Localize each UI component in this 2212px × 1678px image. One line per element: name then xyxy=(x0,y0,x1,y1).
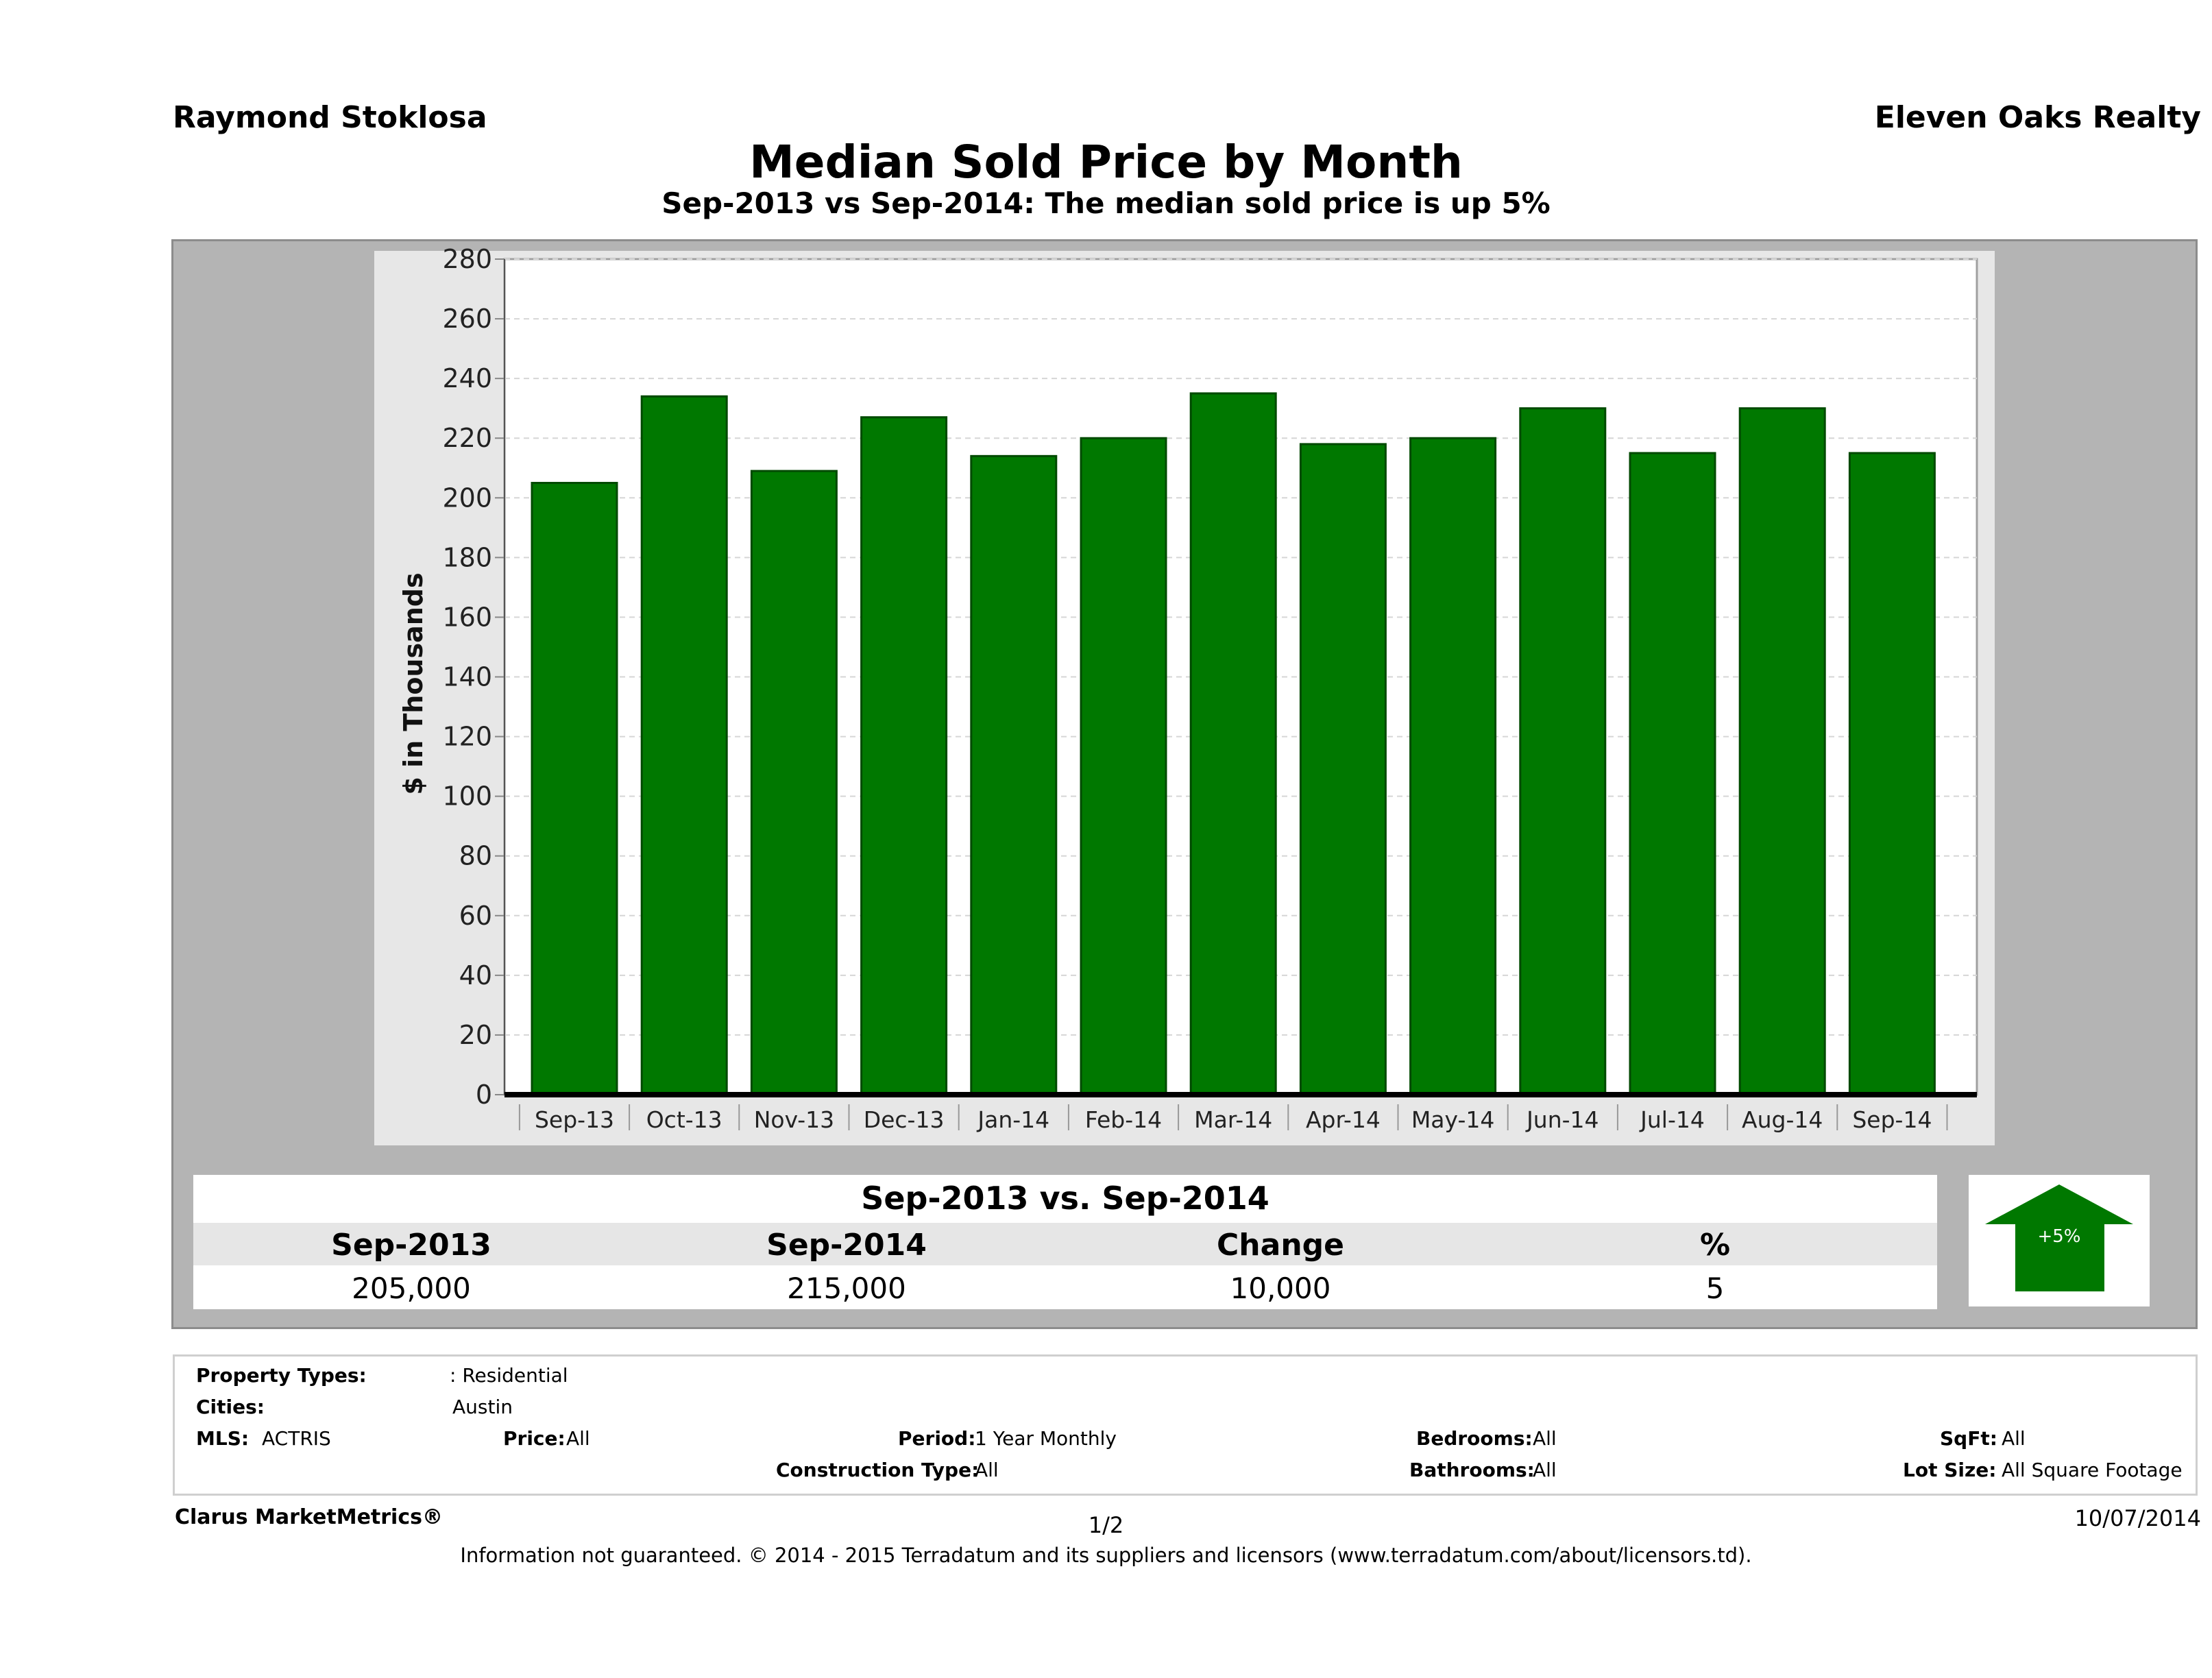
bar xyxy=(640,395,728,1096)
bar xyxy=(531,482,618,1096)
page-number: 1/2 xyxy=(1088,1512,1124,1538)
construction-type-label: Construction Type: xyxy=(776,1459,980,1481)
x-tick-label: Aug-14 xyxy=(1742,1106,1823,1133)
disclaimer: Information not guaranteed. © 2014 - 201… xyxy=(460,1544,1752,1567)
bar xyxy=(1519,407,1607,1096)
y-tick-label: 280 xyxy=(442,244,492,274)
period-value: 1 Year Monthly xyxy=(975,1427,1117,1450)
bar xyxy=(1629,452,1716,1096)
comparison-value-percent: 5 xyxy=(1705,1272,1725,1305)
up-arrow-icon: +5% xyxy=(1985,1184,2133,1291)
y-tick-label: 160 xyxy=(442,602,492,632)
y-tick-label: 240 xyxy=(442,363,492,393)
bar xyxy=(1080,437,1167,1096)
bathrooms-value: All xyxy=(1533,1459,1557,1481)
price-label: Price: xyxy=(503,1427,566,1450)
comparison-value-end: 215,000 xyxy=(787,1272,906,1305)
report-date: 10/07/2014 xyxy=(2074,1505,2201,1531)
y-tick-label: 200 xyxy=(442,483,492,513)
product-name: Clarus MarketMetrics® xyxy=(175,1505,443,1529)
x-tick-label: Nov-13 xyxy=(754,1106,834,1133)
bar xyxy=(1409,437,1497,1096)
report-title: Median Sold Price by Month xyxy=(749,136,1463,189)
y-tick-label: 220 xyxy=(442,423,492,453)
change-badge: +5% xyxy=(2037,1226,2080,1247)
x-tick-label: Jan-14 xyxy=(976,1106,1049,1133)
x-tick-label: Jun-14 xyxy=(1525,1106,1599,1133)
bar xyxy=(1189,392,1277,1096)
comparison-header-start: Sep-2013 xyxy=(331,1228,491,1263)
y-tick-label: 80 xyxy=(459,841,492,871)
comparison-value-change: 10,000 xyxy=(1230,1272,1331,1305)
y-tick-label: 120 xyxy=(442,722,492,752)
property-types-label: Property Types: xyxy=(196,1364,367,1387)
search-criteria xyxy=(173,1354,2198,1496)
bar xyxy=(970,454,1058,1096)
construction-type-value: All xyxy=(975,1459,999,1481)
y-tick-label: 260 xyxy=(442,304,492,334)
y-tick-label: 20 xyxy=(459,1020,492,1050)
y-tick-label: 40 xyxy=(459,960,492,990)
agent-name: Raymond Stoklosa xyxy=(173,100,487,135)
mls-label: MLS: xyxy=(196,1427,250,1450)
x-tick-label: Dec-13 xyxy=(864,1106,945,1133)
period-label: Period: xyxy=(898,1427,976,1450)
comparison-header-end: Sep-2014 xyxy=(766,1228,927,1263)
lot-size-value: All Square Footage xyxy=(2002,1459,2183,1481)
change-indicator: +5% xyxy=(1969,1175,2150,1306)
bar xyxy=(1738,407,1826,1096)
bedrooms-value: All xyxy=(1533,1427,1557,1450)
cities-value: Austin xyxy=(452,1396,513,1418)
y-tick-label: 140 xyxy=(442,662,492,692)
comparison-header-percent: % xyxy=(1699,1228,1731,1263)
cities-label: Cities: xyxy=(196,1396,265,1418)
bar xyxy=(1848,452,1936,1096)
x-tick-label: Jul-14 xyxy=(1639,1106,1705,1133)
lot-size-label: Lot Size: xyxy=(1903,1459,1997,1481)
x-tick-label: Mar-14 xyxy=(1194,1106,1272,1133)
x-tick-label: Oct-13 xyxy=(646,1106,722,1133)
bar xyxy=(750,470,838,1096)
bathrooms-label: Bathrooms: xyxy=(1409,1459,1535,1481)
price-value: All xyxy=(566,1427,590,1450)
comparison-value-start: 205,000 xyxy=(352,1272,471,1305)
y-axis-label: $ in Thousands xyxy=(398,572,428,794)
comparison-title: Sep-2013 vs. Sep-2014 xyxy=(861,1180,1269,1217)
x-tick-label: Sep-13 xyxy=(535,1106,614,1133)
bar xyxy=(860,416,948,1096)
report-subtitle: Sep-2013 vs Sep-2014: The median sold pr… xyxy=(661,186,1551,220)
comparison-header-row xyxy=(193,1223,1937,1265)
x-tick-label: Sep-14 xyxy=(1852,1106,1932,1133)
comparison-header-change: Change xyxy=(1217,1228,1344,1263)
y-tick-label: 180 xyxy=(442,542,492,572)
y-tick-label: 100 xyxy=(442,781,492,812)
y-tick-label: 60 xyxy=(459,901,492,931)
sqft-value: All xyxy=(2002,1427,2026,1450)
bar xyxy=(1299,443,1387,1096)
x-tick-label: May-14 xyxy=(1411,1106,1495,1133)
sqft-label: SqFt: xyxy=(1940,1427,1997,1450)
x-tick-label: Feb-14 xyxy=(1085,1106,1162,1133)
y-tick-label: 0 xyxy=(476,1080,492,1110)
brokerage-name: Eleven Oaks Realty xyxy=(1874,100,2201,135)
property-types-value: : Residential xyxy=(450,1364,568,1387)
x-tick-label: Apr-14 xyxy=(1306,1106,1381,1133)
bedrooms-label: Bedrooms: xyxy=(1416,1427,1533,1450)
mls-value: ACTRIS xyxy=(262,1427,331,1450)
